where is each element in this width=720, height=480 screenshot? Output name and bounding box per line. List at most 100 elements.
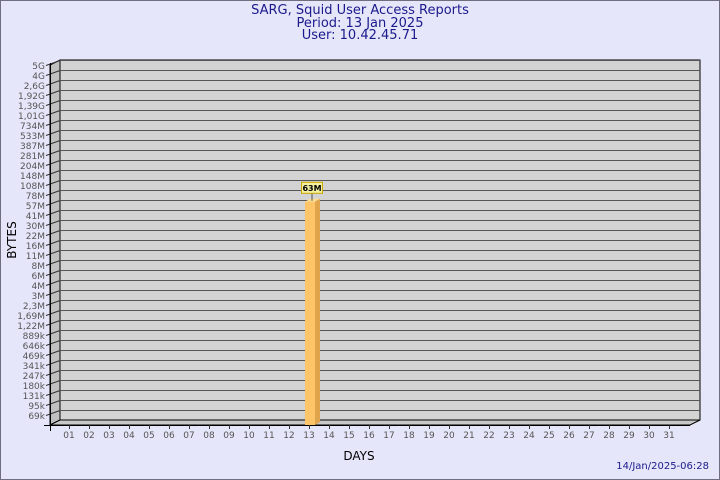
y-tick	[45, 250, 61, 256]
y-tick-label: 533M	[20, 132, 45, 142]
y-tick	[45, 390, 61, 396]
y-tick	[45, 180, 61, 186]
y-tick	[45, 260, 61, 266]
x-tick-label: 05	[143, 431, 154, 441]
y-tick-label: 281M	[20, 152, 45, 162]
chart-user: User: 10.42.45.71	[301, 28, 419, 43]
y-tick-label: 57M	[26, 202, 45, 212]
y-tick	[45, 270, 61, 276]
y-tick	[45, 330, 61, 336]
y-tick-label: 69k	[28, 412, 45, 422]
y-tick	[45, 60, 61, 66]
x-tick-label: 13	[303, 431, 314, 441]
y-tick-label: 2,6G	[24, 82, 45, 92]
y-tick	[45, 110, 61, 116]
y-tick-label: 5G	[32, 62, 45, 72]
y-tick	[45, 200, 61, 206]
y-tick	[45, 370, 61, 376]
x-tick-label: 18	[403, 431, 415, 441]
x-tick-label: 24	[523, 431, 535, 441]
y-tick-label: 108M	[20, 182, 45, 192]
y-tick-label: 247k	[23, 372, 46, 382]
chart-period: Period: 13 Jan 2025	[296, 16, 424, 31]
y-tick	[45, 190, 61, 196]
x-axis-label: DAYS	[343, 449, 374, 463]
x-tick-label: 21	[463, 431, 474, 441]
y-tick	[45, 320, 61, 326]
y-tick	[45, 90, 61, 96]
bar-value-label: 63M	[302, 184, 321, 193]
x-tick-label: 07	[183, 431, 194, 441]
y-tick-label: 2,3M	[23, 302, 45, 312]
x-tick-label: 01	[63, 431, 74, 441]
y-tick-label: 4M	[32, 282, 46, 292]
y-tick	[45, 220, 61, 226]
x-tick-label: 04	[123, 431, 135, 441]
y-tick-label: 889k	[23, 332, 46, 342]
y-tick-label: 6M	[32, 272, 46, 282]
y-tick-label: 1,92G	[18, 92, 45, 102]
y-tick-label: 734M	[20, 122, 45, 132]
plot-floor	[49, 419, 701, 426]
x-tick-label: 25	[543, 431, 554, 441]
x-tick-label: 03	[103, 431, 114, 441]
x-tick-label: 28	[603, 431, 615, 441]
y-tick	[45, 80, 61, 86]
y-tick	[45, 150, 61, 156]
x-tick-label: 16	[363, 431, 375, 441]
y-tick-label: 131k	[23, 392, 46, 402]
x-tick-label: 20	[443, 431, 455, 441]
y-tick	[45, 140, 61, 146]
x-tick-label: 26	[563, 431, 575, 441]
y-tick-label: 11M	[26, 252, 45, 262]
chart-title: SARG, Squid User Access Reports	[251, 3, 469, 18]
x-tick-label: 15	[343, 431, 354, 441]
y-tick-label: 41M	[26, 212, 45, 222]
y-tick	[45, 290, 61, 296]
y-tick-label: 469k	[23, 352, 46, 362]
y-tick	[45, 310, 61, 316]
y-tick-label: 387M	[20, 142, 45, 152]
y-tick-label: 95k	[28, 402, 45, 412]
y-tick	[45, 210, 61, 216]
y-tick	[45, 70, 61, 76]
x-tick-label: 29	[623, 431, 635, 441]
y-tick-label: 1,01G	[18, 112, 45, 122]
x-tick-label: 06	[163, 431, 175, 441]
y-tick-label: 148M	[20, 172, 45, 182]
y-tick	[45, 400, 61, 406]
y-tick	[45, 170, 61, 176]
y-tick	[45, 160, 61, 166]
y-tick	[45, 130, 61, 136]
y-tick	[45, 300, 61, 306]
x-tick-label: 30	[643, 431, 655, 441]
y-tick	[45, 280, 61, 286]
y-tick-label: 1,22M	[17, 322, 45, 332]
y-tick	[45, 360, 61, 366]
y-tick-label: 646k	[23, 342, 46, 352]
y-tick-label: 3M	[32, 292, 46, 302]
y-tick-label: 30M	[26, 222, 45, 232]
x-tick-label: 09	[223, 431, 235, 441]
x-tick-label: 10	[243, 431, 255, 441]
bar-side	[315, 198, 320, 425]
bar-front	[305, 201, 315, 425]
y-tick	[45, 410, 61, 416]
x-tick-label: 19	[423, 431, 435, 441]
x-tick-label: 12	[283, 431, 294, 441]
y-tick-label: 341k	[23, 362, 46, 372]
y-tick	[45, 380, 61, 386]
y-tick	[45, 120, 61, 126]
x-tick-label: 08	[203, 431, 215, 441]
x-tick-label: 27	[583, 431, 594, 441]
y-tick-label: 180k	[23, 382, 46, 392]
y-tick-label: 204M	[20, 162, 45, 172]
x-tick-label: 31	[663, 431, 674, 441]
y-tick-label: 22M	[26, 232, 45, 242]
y-tick	[45, 240, 61, 246]
y-tick-label: 1,39G	[18, 102, 45, 112]
y-tick	[45, 340, 61, 346]
x-tick-label: 11	[263, 431, 274, 441]
y-axis-label: BYTES	[5, 221, 19, 258]
